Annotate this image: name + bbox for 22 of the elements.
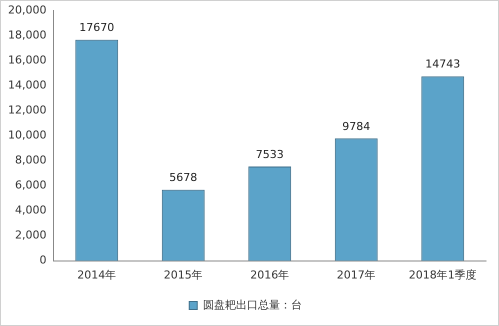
x-tick-label: 2017年 (336, 268, 376, 282)
y-tick-label: 16,000 (8, 54, 46, 66)
data-label: 14743 (425, 58, 460, 71)
y-tick-label: 4,000 (14, 204, 46, 217)
y-tick-label: 0 (39, 254, 46, 267)
x-tick-label: 2015年 (164, 268, 203, 282)
y-tick-label: 14,000 (8, 78, 46, 92)
y-tick-label: 12,000 (8, 104, 46, 117)
data-label: 17670 (79, 21, 114, 34)
y-tick-label: 2,000 (14, 228, 46, 242)
data-label: 7533 (256, 148, 284, 161)
y-tick-label: 20,000 (8, 3, 46, 16)
x-tick-label: 2018年1季度 (408, 268, 477, 282)
y-tick-label: 18,000 (8, 28, 46, 42)
x-tick-label: 2016年 (250, 268, 290, 282)
x-tick-label: 2014年 (77, 268, 116, 282)
legend-label: 圆盘耙出口总量：台 (202, 298, 302, 312)
y-tick-label: 10,000 (8, 128, 46, 142)
y-tick-label: 6,000 (14, 178, 46, 192)
data-label: 9784 (342, 120, 370, 133)
y-tick-label: 8,000 (14, 154, 46, 167)
data-label: 5678 (169, 171, 198, 184)
